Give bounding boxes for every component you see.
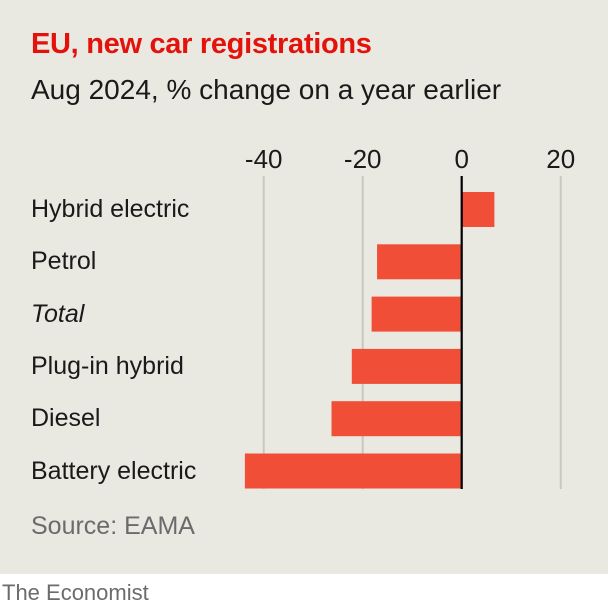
bar: [244, 453, 462, 489]
bar: [461, 192, 495, 227]
bar: [331, 401, 462, 437]
x-tick-label: -20: [344, 144, 382, 174]
bar: [371, 296, 462, 332]
chart-title: EU, new car registrations: [31, 28, 372, 60]
source-note: Source: EAMA: [31, 512, 195, 540]
x-tick-label: 0: [454, 144, 468, 174]
category-label: Total: [31, 299, 85, 328]
x-tick-label: 20: [546, 144, 575, 174]
brand-label: The Economist: [2, 580, 149, 605]
category-label: Hybrid electric: [31, 195, 190, 223]
bar: [351, 348, 462, 384]
bar: [377, 244, 462, 280]
x-tick-label: -40: [245, 144, 283, 174]
category-label: Diesel: [31, 404, 101, 433]
category-label: Plug-in hybrid: [31, 351, 184, 380]
chart-subtitle: Aug 2024, % change on a year earlier: [31, 74, 502, 105]
category-label: Battery electric: [31, 456, 197, 485]
category-label: Petrol: [31, 247, 97, 276]
